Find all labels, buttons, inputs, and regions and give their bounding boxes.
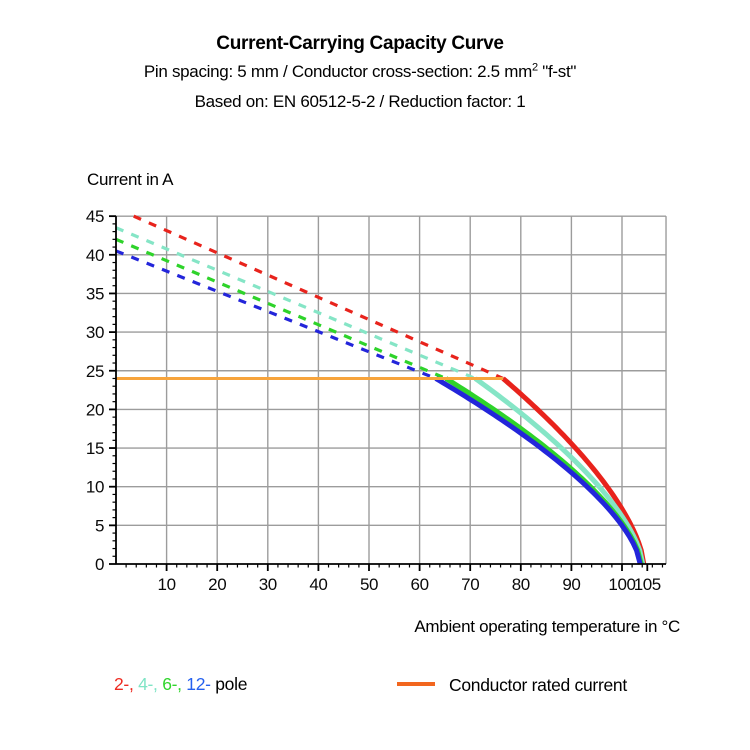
svg-text:45: 45	[86, 207, 104, 226]
chart-header: Current-Carrying Capacity Curve Pin spac…	[0, 34, 720, 123]
subtitle-suffix: "f-st"	[537, 62, 577, 81]
svg-text:105: 105	[634, 575, 661, 594]
chart-subtitle: Pin spacing: 5 mm / Conductor cross-sect…	[0, 61, 720, 81]
svg-text:90: 90	[562, 575, 580, 594]
svg-text:70: 70	[461, 575, 479, 594]
svg-text:50: 50	[360, 575, 378, 594]
svg-text:5: 5	[95, 516, 104, 535]
svg-text:100: 100	[608, 575, 635, 594]
rated-current-label: Conductor rated current	[449, 674, 627, 695]
x-axis-title: Ambient operating temperature in °C	[414, 617, 680, 636]
svg-text:10: 10	[86, 478, 104, 497]
capacity-curve-4-pole	[473, 376, 646, 565]
capacity-curve-12-pole	[434, 376, 643, 565]
svg-text:0: 0	[95, 555, 104, 574]
rated-current-swatch	[397, 681, 435, 686]
pole-legend-item: 12-	[186, 674, 211, 694]
svg-text:10: 10	[158, 575, 176, 594]
svg-text:35: 35	[86, 284, 104, 303]
svg-text:20: 20	[208, 575, 226, 594]
pole-legend-item: 4-,	[138, 674, 158, 694]
chart-basis: Based on: EN 60512-5-2 / Reduction facto…	[194, 92, 526, 111]
pole-legend: 2-, 4-, 6-, 12- pole	[114, 674, 247, 695]
chart-title: Current-Carrying Capacity Curve	[216, 33, 504, 54]
svg-text:80: 80	[512, 575, 530, 594]
pole-legend-suffix: pole	[215, 674, 248, 694]
pole-legend-item: 2-,	[114, 674, 134, 694]
svg-text:40: 40	[309, 575, 327, 594]
svg-text:30: 30	[86, 323, 104, 342]
svg-text:40: 40	[86, 246, 104, 265]
svg-text:25: 25	[86, 362, 104, 381]
pole-legend-item: 6-,	[162, 674, 182, 694]
subtitle-text: Pin spacing: 5 mm / Conductor cross-sect…	[143, 62, 532, 81]
capacity-curve-6-pole	[444, 376, 644, 565]
capacity-curve-2-pole	[501, 376, 647, 565]
svg-text:20: 20	[86, 400, 104, 419]
svg-text:15: 15	[86, 439, 104, 458]
svg-text:30: 30	[259, 575, 277, 594]
svg-text:60: 60	[411, 575, 429, 594]
subtitle-superscript: 2	[532, 61, 538, 74]
y-axis-title: Current in A	[87, 170, 174, 189]
rated-current-legend: Conductor rated current	[397, 674, 627, 696]
